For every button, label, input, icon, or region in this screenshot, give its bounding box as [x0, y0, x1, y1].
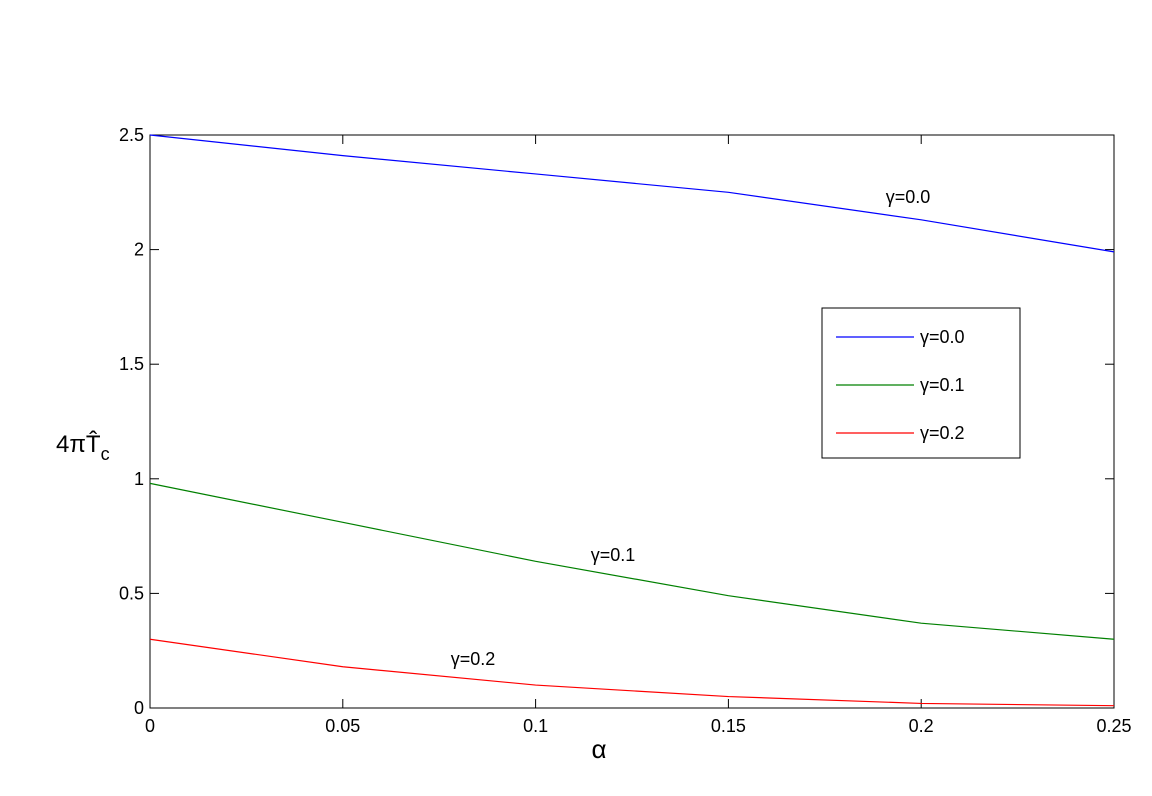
- x-tick-label: 0.2: [909, 716, 934, 736]
- x-tick-label: 0.05: [325, 716, 360, 736]
- y-tick-label: 1.5: [119, 354, 144, 374]
- y-tick-label: 1: [134, 469, 144, 489]
- series-line: [149, 638, 1115, 707]
- y-axis-label-subscript: c: [101, 444, 110, 464]
- legend-label: γ=0.1: [920, 375, 965, 395]
- legend-label: γ=0.0: [920, 327, 965, 347]
- series-line: [149, 482, 1115, 640]
- x-tick-label: 0.1: [523, 716, 548, 736]
- legend-label: γ=0.2: [920, 423, 965, 443]
- y-tick-label: 2.5: [119, 125, 144, 145]
- y-tick-label: 0: [134, 698, 144, 718]
- annotation: γ=0.1: [591, 545, 636, 565]
- plot-area: [149, 134, 1115, 709]
- y-tick-label: 0.5: [119, 583, 144, 603]
- annotation: γ=0.0: [886, 187, 931, 207]
- annotation: γ=0.2: [451, 649, 496, 669]
- x-tick-label: 0.25: [1096, 716, 1131, 736]
- y-axis-label: 4πT̂c: [56, 430, 110, 464]
- x-axis-label: α: [591, 734, 606, 764]
- series-line: [149, 134, 1115, 253]
- y-tick-label: 2: [134, 240, 144, 260]
- x-tick-label: 0: [145, 716, 155, 736]
- x-tick-label: 0.15: [711, 716, 746, 736]
- y-axis-label-main: 4πT̂: [56, 430, 101, 458]
